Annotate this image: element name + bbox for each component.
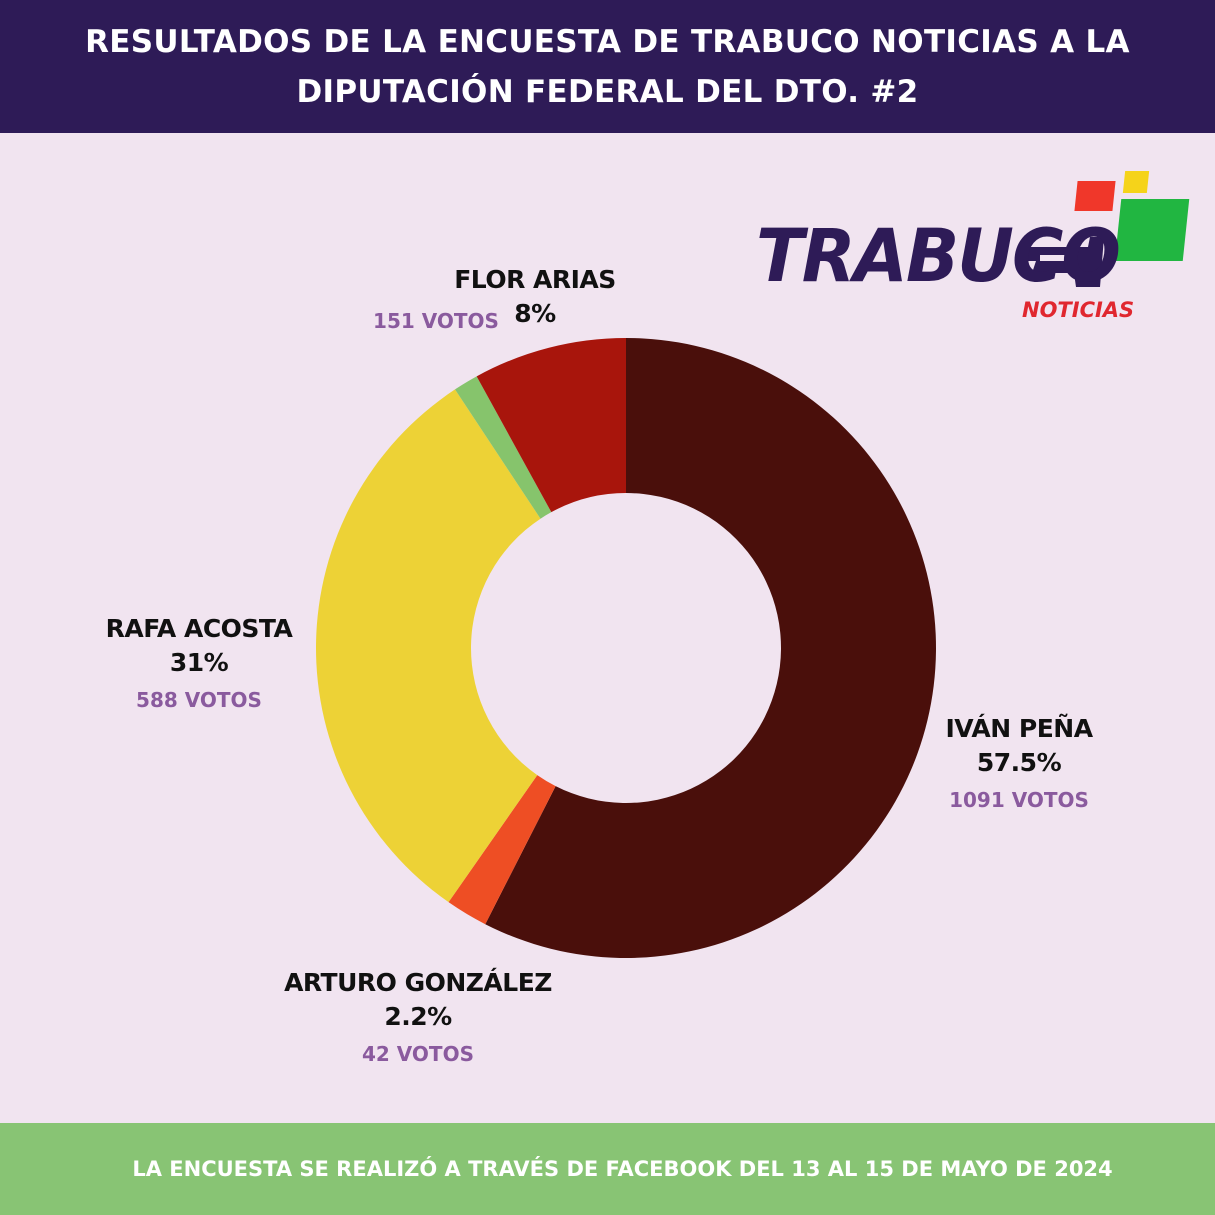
footer-banner: LA ENCUESTA SE REALIZÓ A TRAVÉS DE FACEB… (0, 1123, 1215, 1215)
logo-sub: NOTICIAS (1022, 298, 1135, 322)
label-rafa-percent: 31% (169, 648, 229, 677)
title-line-1: RESULTADOS DE LA ENCUESTA DE TRABUCO NOT… (85, 23, 1130, 60)
label-ivan-name: IVÁN PEÑA (945, 714, 1093, 743)
label-flor-votes: 151 VOTOS (373, 309, 499, 333)
donut-slice-2 (448, 775, 556, 925)
label-rafa-name: RAFA ACOSTA (105, 614, 293, 643)
label-rafa-acosta: RAFA ACOSTA 31% 588 VOTOS (106, 612, 293, 714)
header-banner: RESULTADOS DE LA ENCUESTA DE TRABUCO NOT… (0, 0, 1215, 133)
title-line-2: DIPUTACIÓN FEDERAL DEL DTO. #2 (296, 73, 919, 110)
logo-trabuco-gun-icon (1022, 237, 1104, 287)
label-rafa-votes: 588 VOTOS (136, 688, 262, 712)
logo-word: TRABUCO (756, 212, 1121, 300)
donut-slice-1 (485, 338, 936, 959)
donut-slice-4 (454, 376, 552, 519)
footer-text: LA ENCUESTA SE REALIZÓ A TRAVÉS DE FACEB… (132, 1157, 1113, 1181)
label-ivan-pena: IVÁN PEÑA 57.5% 1091 VOTOS (945, 712, 1093, 814)
label-flor-percent: 8% (514, 299, 556, 328)
label-ivan-percent: 57.5% (976, 748, 1062, 777)
label-arturo-percent: 2.2% (384, 1002, 452, 1031)
donut-slice-5 (476, 338, 626, 513)
label-arturo-gonzalez: ARTURO GONZÁLEZ 2.2% 42 VOTOS (284, 966, 552, 1068)
label-arturo-name: ARTURO GONZÁLEZ (284, 968, 552, 997)
label-flor-name: FLOR ARIAS (454, 265, 616, 294)
label-flor-arias: FLOR ARIAS 8% (454, 263, 616, 331)
label-arturo-votes: 42 VOTOS (362, 1042, 474, 1066)
donut-slice-3 (315, 389, 541, 903)
trabuco-logo: TRABUCO NOTICIAS (750, 165, 1200, 330)
label-ivan-votes: 1091 VOTOS (949, 788, 1089, 812)
